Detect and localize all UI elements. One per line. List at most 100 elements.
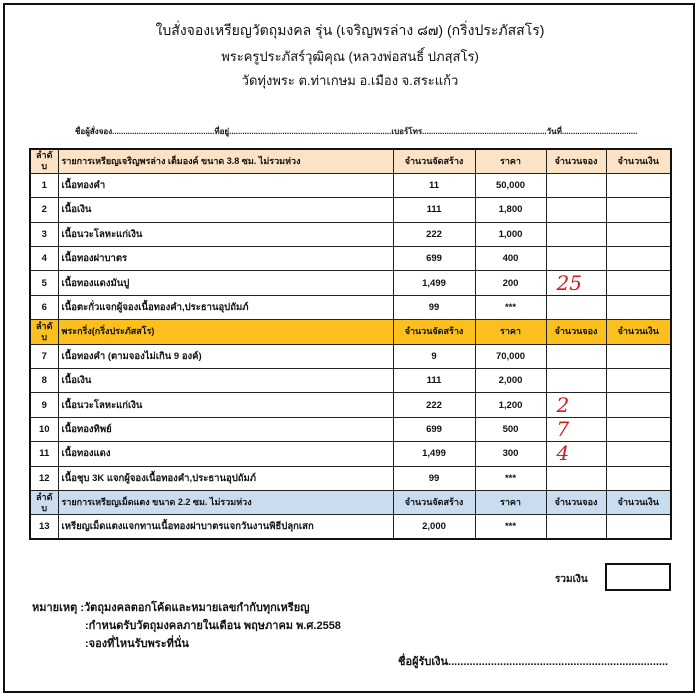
section-header: ลำดับ รายการเหรียญเม็ดแตง ขนาด 2.2 ซม. ไม…: [29, 489, 672, 516]
item-number: 5: [29, 270, 59, 296]
item-name: เนื้อทองคำ (ตามจองไม่เกิน 9 องค์): [57, 343, 394, 370]
total-amount-box[interactable]: [605, 563, 671, 591]
quantity-made: 99: [392, 465, 476, 491]
amount[interactable]: [605, 172, 672, 199]
reserved-quantity[interactable]: 2: [545, 392, 607, 418]
reserved-quantity[interactable]: [545, 294, 607, 321]
item-name: เนื้อเงิน: [57, 368, 394, 394]
amount[interactable]: [605, 465, 672, 491]
item-number: 11: [29, 441, 59, 467]
item-name: เนื้อทองแดง: [57, 441, 394, 467]
reserved-quantity[interactable]: [545, 514, 607, 540]
header-cell: จำนวนจัดสร้าง: [392, 319, 476, 345]
item-number: 12: [29, 465, 59, 491]
price: 300: [474, 441, 547, 467]
reserved-quantity[interactable]: [545, 197, 607, 223]
item-number: 1: [29, 172, 59, 199]
item-number: 8: [29, 368, 59, 394]
reserved-quantity[interactable]: [545, 343, 607, 370]
reserved-quantity[interactable]: [545, 172, 607, 199]
header-cell: จำนวนเงิน: [605, 148, 672, 174]
header-cell: จำนวนจอง: [545, 489, 607, 516]
note-3: :จองที่ไหนรับพระที่นั่น: [85, 638, 189, 650]
temple-address: วัดทุ่งพระ ต.ท่าเกษม อ.เมือง จ.สระแก้ว: [241, 73, 459, 88]
item-name: เหรียญเม็ดแตงแจกทานเนื้อทองฝาบาตรแจกวันง…: [57, 514, 394, 540]
header-cell: รายการเหรียญเม็ดแตง ขนาด 2.2 ซม. ไม่รวมห…: [57, 489, 394, 516]
item-number: 6: [29, 294, 59, 321]
price: ***: [474, 465, 547, 491]
table-row: 9 เนื้อนวะโลหะแก่เงิน 222 1,200 2: [29, 392, 672, 418]
table-row: 11 เนื้อทองแดง 1,499 300 4: [29, 441, 672, 467]
item-number: 9: [29, 392, 59, 418]
header-cell: จำนวนจัดสร้าง: [392, 148, 476, 174]
amount[interactable]: [605, 343, 672, 370]
quantity-made: 99: [392, 294, 476, 321]
receiver-signature-line[interactable]: ชื่อผู้รับเงิน..........................…: [398, 656, 669, 668]
amount[interactable]: [605, 294, 672, 321]
header-cell: ลำดับ: [29, 148, 59, 174]
price: ***: [474, 294, 547, 321]
item-number: 3: [29, 221, 59, 248]
table-row: 6 เนื้อตะกั่วแจกผู้จองเนื้อทองคำ,ประธานอุ…: [29, 294, 672, 321]
note-2: :กำหนดรับวัตถุมงคลภายในเดือน พฤษภาคม พ.ศ…: [85, 620, 341, 632]
quantity-made: 699: [392, 416, 476, 443]
amount[interactable]: [605, 416, 672, 443]
amount[interactable]: [605, 441, 672, 467]
item-number: 13: [29, 514, 59, 540]
section-header: ลำดับ พระกริ่ง(กริ่งประภัสสโร) จำนวนจัดสร้…: [29, 319, 672, 345]
item-name: เนื้อชุบ 3K แจกผู้จองเนื้อทองคำ,ประธานอุ…: [57, 465, 394, 491]
price: ***: [474, 514, 547, 540]
reserved-quantity[interactable]: [545, 221, 607, 248]
quantity-made: 11: [392, 172, 476, 199]
amount[interactable]: [605, 246, 672, 272]
amount[interactable]: [605, 197, 672, 223]
orderer-info-line[interactable]: ชื่อผู้สั่งจอง..........................…: [75, 127, 638, 136]
reserved-quantity[interactable]: [545, 368, 607, 394]
quantity-made: 111: [392, 368, 476, 394]
header-cell: ราคา: [474, 489, 547, 516]
quantity-made: 1,499: [392, 441, 476, 467]
header-cell: ลำดับ: [29, 489, 59, 516]
header-cell: รายการเหรียญเจริญพรล่าง เต็มองค์ ขนาด 3.…: [57, 148, 394, 174]
header-cell: ลำดับ: [29, 319, 59, 345]
item-number: 4: [29, 246, 59, 272]
header-cell: พระกริ่ง(กริ่งประภัสสโร): [57, 319, 394, 345]
item-number: 7: [29, 343, 59, 370]
price: 1,800: [474, 197, 547, 223]
quantity-made: 699: [392, 246, 476, 272]
reserved-quantity[interactable]: [545, 465, 607, 491]
price: 2,000: [474, 368, 547, 394]
amount[interactable]: [605, 514, 672, 540]
monk-name: พระครูประภัสร์วุฒิคุณ (หลวงพ่อสนธิ์ ปภสฺ…: [221, 49, 479, 64]
section-header: ลำดับ รายการเหรียญเจริญพรล่าง เต็มองค์ ขน…: [29, 148, 672, 174]
amount[interactable]: [605, 221, 672, 248]
item-name: เนื้อเงิน: [57, 197, 394, 223]
reserved-quantity[interactable]: 4: [545, 441, 607, 467]
price: 400: [474, 246, 547, 272]
header-cell: ราคา: [474, 319, 547, 345]
price: 50,000: [474, 172, 547, 199]
item-name: เนื้อนวะโลหะแก่เงิน: [57, 221, 394, 248]
table-row: 10 เนื้อทองทิพย์ 699 500 7: [29, 416, 672, 443]
form-title: ใบสั่งจองเหรียญวัตถุมงคล รุ่น (เจริญพรล่…: [155, 22, 545, 38]
table-row: 8 เนื้อเงิน 111 2,000: [29, 368, 672, 394]
amount[interactable]: [605, 392, 672, 418]
item-number: 10: [29, 416, 59, 443]
table-row: 13 เหรียญเม็ดแตงแจกทานเนื้อทองฝาบาตรแจกวั…: [29, 514, 672, 540]
amount[interactable]: [605, 270, 672, 296]
reserved-quantity[interactable]: [545, 246, 607, 272]
reserved-quantity[interactable]: 7: [545, 416, 607, 443]
header-cell: จำนวนจอง: [545, 148, 607, 174]
reserved-quantity[interactable]: 25: [545, 270, 607, 296]
table-row: 1 เนื้อทองคำ 11 50,000: [29, 172, 672, 199]
table-row: 7 เนื้อทองคำ (ตามจองไม่เกิน 9 องค์) 9 70,00…: [29, 343, 672, 370]
header-cell: จำนวนเงิน: [605, 319, 672, 345]
table-row: 3 เนื้อนวะโลหะแก่เงิน 222 1,000: [29, 221, 672, 248]
price: 70,000: [474, 343, 547, 370]
quantity-made: 222: [392, 221, 476, 248]
amount[interactable]: [605, 368, 672, 394]
item-name: เนื้อนวะโลหะแก่เงิน: [57, 392, 394, 418]
item-number: 2: [29, 197, 59, 223]
table-row: 12 เนื้อชุบ 3K แจกผู้จองเนื้อทองคำ,ประธาน…: [29, 465, 672, 491]
page-frame: [3, 3, 695, 693]
